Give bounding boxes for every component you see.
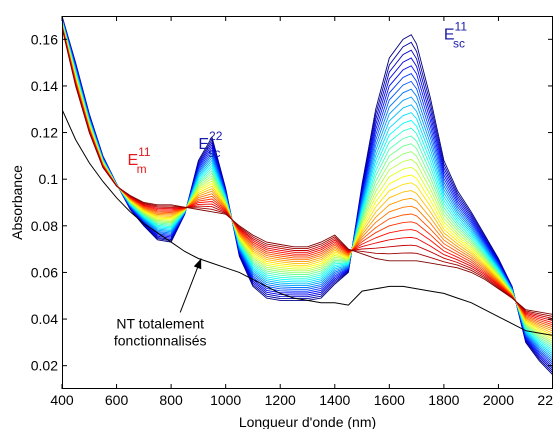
spectrum-line-21	[62, 24, 553, 332]
spectrum-line-7	[62, 18, 553, 361]
spectrum-line-5	[62, 17, 553, 365]
spectrum-line-11	[62, 20, 553, 353]
y-tick-label: 0.04	[31, 311, 58, 327]
spectrum-line-8	[62, 19, 553, 359]
spectrum-line-25	[62, 25, 553, 324]
peak-label-2: E11 sc	[444, 19, 467, 50]
x-tick-label: 800	[159, 392, 183, 408]
reference-annotation-line: fonctionnalisés	[114, 332, 207, 348]
x-tick-label: 1800	[428, 392, 459, 408]
x-tick-label: 1000	[210, 392, 241, 408]
x-tick-label: 1200	[265, 392, 296, 408]
y-tick-label: 0.1	[39, 171, 59, 187]
spectrum-line-27	[62, 26, 553, 320]
spectrum-line-14	[62, 21, 553, 347]
spectrum-line-28	[62, 27, 553, 317]
spectrum-line-26	[62, 26, 553, 322]
x-tick-label: 1600	[374, 392, 405, 408]
spectrum-line-2	[62, 16, 553, 372]
x-tick-label: 2200	[537, 392, 553, 408]
y-tick-label: 0.02	[31, 358, 58, 374]
reference-annotation-line: NT totalement	[116, 315, 204, 331]
spectrum-line-13	[62, 21, 553, 349]
spectrum-line-4	[62, 17, 553, 368]
x-tick-label: 600	[105, 392, 129, 408]
peak-label-0: E11 m	[127, 145, 150, 176]
peak-label-1: E22 sc	[198, 129, 222, 160]
spectrum-line-29	[62, 27, 553, 315]
spectrum-line-16	[62, 22, 553, 342]
spectrum-line-10	[62, 19, 553, 355]
spectrum-line-24	[62, 25, 553, 326]
y-axis-title: Absorbance	[9, 165, 25, 240]
spectrum-line-9	[62, 19, 553, 357]
spectrum-line-23	[62, 25, 553, 328]
annotation-layer: E11 m E22 sc E11 sc NT totalementfonctionnalis…	[114, 19, 467, 348]
spectrum-line-19	[62, 23, 553, 336]
y-tick-label: 0.16	[31, 31, 58, 47]
spectrum-line-22	[62, 24, 553, 330]
series-layer	[62, 16, 553, 376]
spectrum-line-15	[62, 21, 553, 345]
spectrum-line-20	[62, 23, 553, 334]
y-tick-label: 0.14	[31, 78, 58, 94]
y-tick-label: 0.08	[31, 218, 58, 234]
x-tick-label: 2000	[483, 392, 514, 408]
ticks-layer: 400 600 800 1000 1200 1400 1600 1800 2000 2200 0.0…	[31, 16, 553, 408]
y-tick-label: 0.06	[31, 264, 58, 280]
x-tick-label: 1400	[319, 392, 350, 408]
y-tick-label: 0.12	[31, 125, 58, 141]
spectrum-line-12	[62, 20, 553, 351]
spectrum-line-1	[62, 16, 553, 374]
spectrum-line-6	[62, 18, 553, 363]
spectrum-line-17	[62, 22, 553, 340]
spectrum-line-0	[62, 16, 553, 376]
reference-spectrum-line	[62, 109, 553, 336]
spectrum-line-18	[62, 23, 553, 338]
annotation-arrow-head	[193, 258, 202, 270]
x-axis-title: Longueur d'onde (nm)	[239, 414, 376, 429]
x-tick-label: 400	[50, 392, 74, 408]
